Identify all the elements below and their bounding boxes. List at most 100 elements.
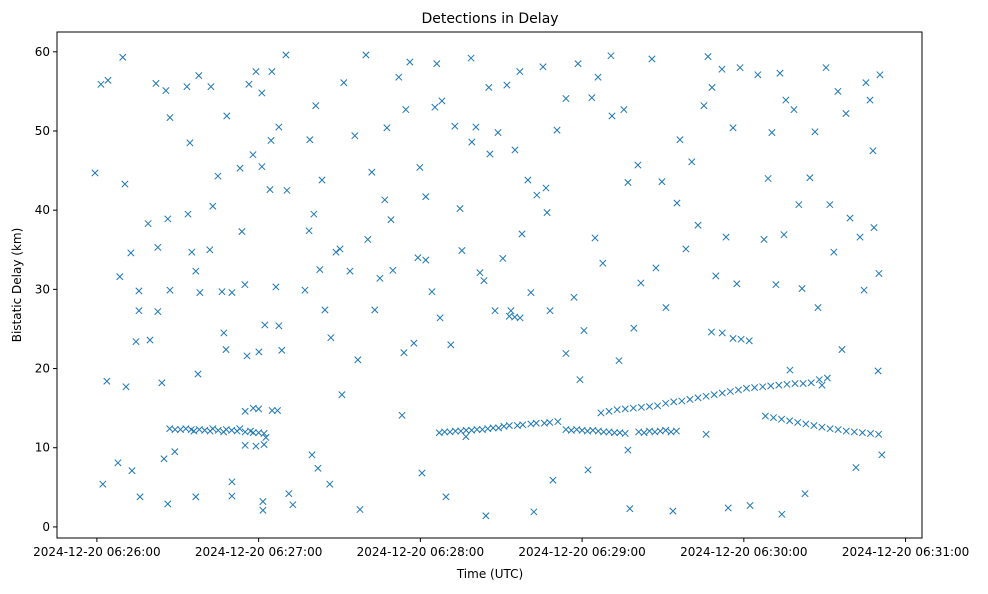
data-point <box>186 139 194 147</box>
data-point <box>354 356 362 364</box>
data-point <box>451 427 459 435</box>
data-point <box>103 377 111 385</box>
data-point <box>119 53 127 61</box>
data-point <box>673 199 681 207</box>
data-point <box>183 83 191 91</box>
data-point <box>278 346 286 354</box>
data-point <box>682 245 690 253</box>
data-point <box>532 419 540 427</box>
data-point <box>615 357 623 365</box>
data-point <box>862 79 870 87</box>
data-point <box>482 512 490 520</box>
data-point <box>584 466 592 474</box>
data-point <box>634 161 642 169</box>
data-point <box>414 254 422 262</box>
data-point <box>152 79 160 88</box>
data-point <box>576 376 584 384</box>
data-point <box>776 69 784 77</box>
data-point <box>742 384 751 392</box>
data-point <box>702 392 710 400</box>
data-point <box>712 272 720 280</box>
data-point <box>580 326 588 335</box>
data-point <box>562 94 570 103</box>
data-point <box>410 339 418 347</box>
data-point <box>624 446 632 454</box>
data-point <box>306 136 314 144</box>
data-point <box>574 60 582 68</box>
data-point <box>228 288 236 297</box>
data-point <box>207 83 215 91</box>
data-point <box>338 391 346 399</box>
data-point <box>389 266 397 274</box>
data-point <box>272 283 280 291</box>
data-point <box>312 102 320 110</box>
data-point <box>422 256 430 264</box>
data-point <box>546 418 554 426</box>
data-point <box>553 126 561 134</box>
data-point <box>486 150 494 158</box>
data-point <box>702 430 710 438</box>
data-point <box>610 429 618 437</box>
data-point <box>746 501 754 510</box>
data-point <box>97 80 105 88</box>
data-point <box>860 286 868 294</box>
data-point <box>724 504 732 512</box>
data-point <box>316 266 324 274</box>
data-point <box>760 235 768 244</box>
data-point <box>158 379 166 387</box>
data-point <box>261 321 269 329</box>
data-point <box>562 349 570 358</box>
data-point <box>321 306 329 314</box>
data-point <box>850 428 858 436</box>
data-point <box>249 151 257 159</box>
data-point <box>259 498 267 506</box>
data-point <box>252 442 260 450</box>
data-point <box>648 55 656 63</box>
data-point <box>878 451 886 459</box>
data-point <box>160 455 168 463</box>
data-point <box>238 227 246 236</box>
data-point <box>503 81 511 89</box>
data-point <box>542 184 550 192</box>
data-point <box>381 196 389 204</box>
data-point <box>694 221 702 229</box>
data-point <box>672 427 680 435</box>
data-point <box>704 52 712 61</box>
data-point <box>866 429 875 438</box>
data-point <box>678 397 686 405</box>
data-point <box>754 71 762 79</box>
data-point <box>708 83 716 91</box>
data-point <box>275 123 283 131</box>
data-point <box>192 493 200 501</box>
data-point <box>794 418 802 426</box>
data-point <box>258 163 266 171</box>
data-point <box>416 163 424 171</box>
data-point <box>282 51 290 59</box>
data-point <box>371 306 379 314</box>
data-point <box>467 54 475 62</box>
data-point <box>802 420 810 428</box>
data-point <box>252 68 260 76</box>
data-point <box>327 334 335 342</box>
data-point <box>241 441 249 449</box>
data-point <box>818 381 826 389</box>
data-points <box>91 51 886 520</box>
data-point <box>241 407 249 415</box>
data-point <box>608 112 616 120</box>
data-point <box>507 307 515 315</box>
data-point <box>594 73 602 81</box>
data-point <box>815 376 823 384</box>
data-point <box>846 214 854 222</box>
data-point <box>842 427 850 435</box>
data-point <box>710 391 718 399</box>
data-point <box>769 414 778 422</box>
data-point <box>822 64 830 72</box>
data-point <box>260 441 268 449</box>
data-point <box>166 286 174 294</box>
data-point <box>694 394 702 402</box>
data-point <box>875 430 883 438</box>
data-point <box>782 96 790 104</box>
data-point <box>669 507 677 515</box>
data-point <box>530 508 538 516</box>
data-point <box>519 421 527 429</box>
